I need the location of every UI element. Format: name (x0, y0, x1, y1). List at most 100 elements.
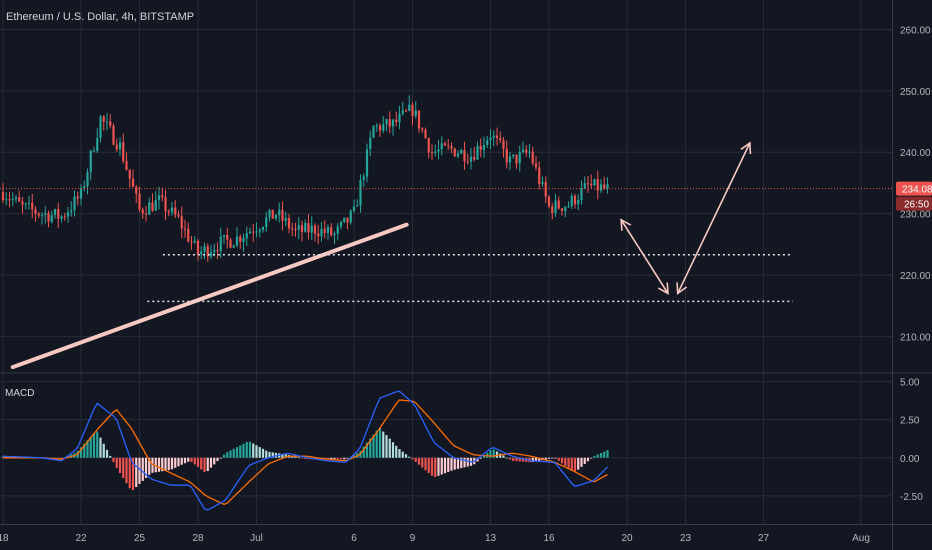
candle-body (463, 150, 466, 162)
candle-body (495, 135, 499, 138)
macd-histogram-bar (268, 451, 271, 458)
candle-body (473, 156, 476, 160)
last-price-tag (896, 181, 932, 196)
candle-body (86, 172, 89, 187)
macd-histogram-bar (102, 443, 105, 458)
candle-body (66, 212, 70, 217)
time-axis-tick-label: 23 (680, 533, 692, 544)
macd-histogram-bar (411, 457, 414, 460)
candle-body (466, 161, 469, 163)
time-axis-tick-label: 28 (192, 533, 204, 544)
candle-body (229, 239, 232, 248)
candle-body (528, 151, 531, 153)
macd-histogram-bar (141, 457, 144, 481)
candle-body (79, 188, 83, 199)
candle-body (196, 240, 200, 255)
macd-histogram-bar (417, 457, 421, 465)
candle-body (476, 145, 479, 160)
time-axis-tick-label: Aug (852, 533, 870, 544)
macd-histogram-bar (495, 451, 499, 458)
macd-histogram-bar (326, 457, 330, 460)
macd-histogram-bar (343, 457, 346, 460)
candle-body (183, 228, 187, 230)
candle-body (508, 156, 512, 163)
candle-body (112, 125, 115, 145)
macd-histogram-bar (502, 455, 505, 458)
macd-histogram-bar (580, 457, 583, 467)
macd-histogram-bar (5, 456, 8, 458)
candle-body (174, 207, 177, 215)
macd-histogram-bar (424, 457, 427, 471)
macd-histogram-bar (437, 457, 440, 476)
time-axis-tick-label: 13 (485, 533, 497, 544)
candle-body (590, 184, 593, 186)
candle-body (300, 225, 304, 233)
macd-histogram-bar (105, 449, 109, 458)
candle-body (14, 197, 18, 200)
candle-body (24, 203, 27, 205)
candle-body (518, 151, 521, 164)
candle-body (372, 126, 375, 138)
candle-body (365, 149, 369, 177)
candle-body (313, 225, 317, 234)
candle-body (460, 150, 463, 154)
macd-histogram-bar (300, 457, 304, 459)
candle-body (573, 195, 577, 205)
candle-body (161, 195, 164, 198)
macd-histogram-bar (190, 457, 193, 462)
macd-histogram-bar (606, 450, 609, 458)
candle-body (258, 229, 261, 232)
candle-body (274, 215, 278, 219)
candle-body (515, 154, 518, 164)
candlestick-series[interactable] (1, 95, 609, 262)
candle-body (248, 231, 252, 234)
candle-body (216, 250, 219, 252)
candle-body (21, 201, 24, 205)
price-axis-tick-label: 250.00 (900, 87, 931, 98)
axes: 260.00250.00240.00230.00220.00210.005.00… (0, 25, 932, 544)
macd-histogram-bar (596, 454, 599, 458)
candle-body (437, 149, 440, 152)
candle-body (544, 182, 547, 197)
candle-body (401, 110, 404, 114)
time-axis-tick-label: 18 (0, 533, 9, 544)
macd-histogram-bar (427, 457, 430, 474)
macd-histogram-bar (193, 457, 196, 465)
macd-histogram-bar (570, 457, 573, 471)
candle-body (245, 233, 248, 239)
macd-histogram-bar (362, 446, 365, 458)
macd-histogram-bar (151, 457, 154, 473)
macd-histogram-bar (242, 443, 245, 458)
macd-histogram-bar (148, 457, 151, 475)
macd-histogram-bar (577, 457, 580, 470)
macd-histogram-bar (213, 457, 216, 465)
candle-body (219, 236, 222, 252)
candle-body (593, 179, 596, 186)
candle-body (63, 216, 66, 218)
macd-histogram-bar (109, 455, 112, 458)
candle-body (73, 196, 76, 211)
candle-body (115, 144, 118, 150)
macd-histogram-bar (388, 438, 391, 458)
candle-body (453, 148, 456, 157)
candle-body (252, 231, 255, 233)
macd-series[interactable] (1, 390, 609, 511)
time-axis-tick-label: Jul (250, 533, 263, 544)
candle-body (577, 200, 580, 205)
candle-body (599, 184, 603, 191)
candle-body (414, 110, 417, 117)
candle-body (606, 184, 609, 189)
macd-histogram-bar (96, 431, 99, 458)
candle-body (164, 197, 167, 212)
candle-body (531, 151, 534, 164)
macd-histogram-bar (196, 457, 200, 467)
countdown-tag (896, 196, 932, 211)
macd-histogram-bar (183, 457, 187, 464)
drawings[interactable] (0, 141, 892, 370)
candle-body (99, 116, 102, 139)
macd-histogram-bar (294, 456, 297, 458)
macd-histogram-bar (466, 457, 469, 467)
candle-body (190, 241, 193, 243)
candle-body (278, 209, 281, 216)
